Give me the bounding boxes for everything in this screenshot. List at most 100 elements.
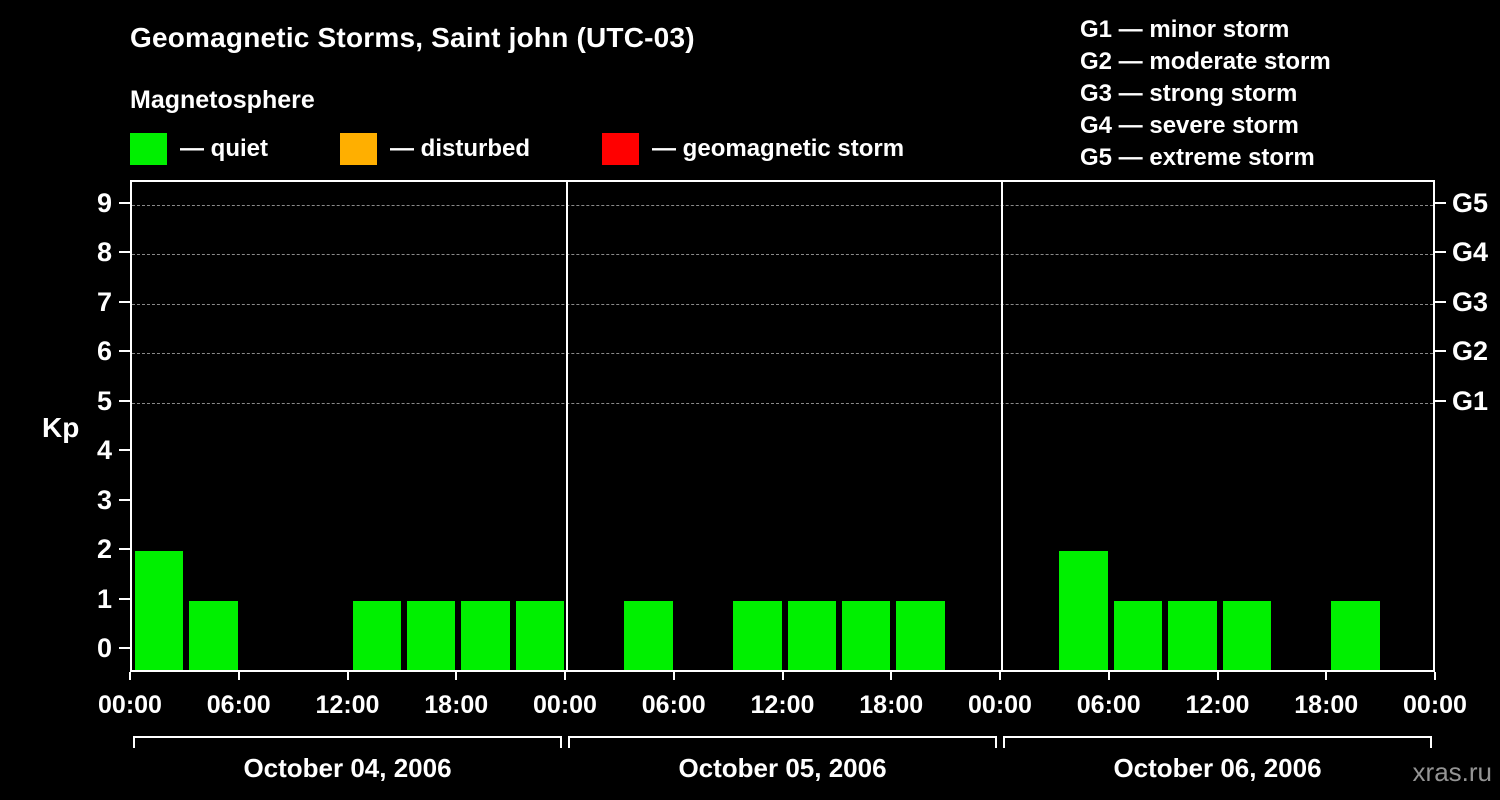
- y-tick-label: 9: [96, 188, 112, 219]
- x-tick: [890, 672, 893, 680]
- gridline: [132, 254, 1433, 256]
- kp-bar: [733, 600, 782, 670]
- kp-bar: [624, 600, 673, 670]
- disturbed-swatch: [340, 133, 377, 165]
- kp-bar: [896, 600, 945, 670]
- x-tick-label: 00:00: [533, 691, 597, 719]
- kp-bar: [1331, 600, 1380, 670]
- y-tick-label: 6: [96, 336, 112, 367]
- date-bracket-cap: [1003, 736, 1005, 748]
- y-tick: [119, 251, 130, 254]
- x-tick-label: 18:00: [1294, 691, 1359, 719]
- day-separator: [1001, 182, 1003, 670]
- x-tick: [1434, 672, 1436, 680]
- y-tick: [119, 399, 130, 402]
- g-tick: [1435, 350, 1446, 353]
- x-tick: [237, 672, 240, 680]
- gridline: [132, 353, 1433, 355]
- x-tick-label: 12:00: [750, 691, 815, 719]
- y-tick: [119, 498, 130, 501]
- y-tick-label: 7: [96, 286, 112, 317]
- date-bracket-cap: [568, 736, 570, 748]
- storm-scale-item: G1 — minor storm: [1080, 16, 1290, 43]
- x-tick: [564, 672, 566, 680]
- x-tick-label: 18:00: [424, 691, 489, 719]
- watermark: xras.ru: [1412, 757, 1492, 787]
- storm-scale-item: G3 — strong storm: [1080, 80, 1298, 107]
- y-tick-label: 8: [96, 237, 112, 268]
- kp-bar: [515, 600, 564, 670]
- y-tick-label: 3: [96, 484, 112, 515]
- g-tick-label: G3: [1452, 286, 1489, 317]
- kp-bar: [406, 600, 456, 670]
- y-tick-label: 0: [96, 633, 112, 663]
- x-tick: [781, 672, 784, 680]
- legend-label: — geomagnetic storm: [652, 135, 905, 162]
- y-tick: [119, 449, 130, 452]
- x-tick: [999, 672, 1001, 680]
- y-axis-label: Kp: [42, 412, 80, 443]
- kp-bar: [1059, 551, 1108, 670]
- quiet-swatch: [130, 133, 167, 165]
- kp-bar: [1113, 600, 1163, 670]
- legend-label: — disturbed: [390, 135, 531, 162]
- kp-bar: [135, 551, 184, 670]
- x-tick-label: 12:00: [315, 691, 380, 719]
- storm-scale-item: G2 — moderate storm: [1080, 48, 1331, 75]
- date-label: October 05, 2006: [678, 753, 887, 783]
- chart-subtitle: Magnetosphere: [130, 86, 315, 114]
- y-tick: [119, 597, 130, 600]
- x-tick-label: 06:00: [641, 691, 706, 719]
- x-tick: [1107, 672, 1110, 680]
- kp-bar: [189, 600, 238, 670]
- kp-bar: [352, 600, 401, 670]
- g-tick-label: G1: [1452, 385, 1489, 416]
- storm-scale-legend: G1 — minor storm G2 — moderate storm G3 — …: [1080, 14, 1331, 174]
- y-tick: [119, 202, 130, 205]
- kp-bar: [841, 600, 891, 670]
- g-tick: [1435, 251, 1446, 254]
- date-bracket-cap: [995, 736, 997, 748]
- page-title: Geomagnetic Storms, Saint john (UTC-03): [130, 22, 695, 53]
- gridline: [132, 402, 1433, 404]
- date-bracket: [568, 736, 997, 738]
- date-bracket-cap: [1430, 736, 1432, 748]
- x-tick: [1325, 672, 1328, 680]
- y-tick-label: 4: [96, 435, 112, 466]
- y-tick: [119, 300, 130, 303]
- storm-scale-item: G5 — extreme storm: [1080, 144, 1315, 171]
- y-tick-label: 5: [96, 385, 112, 416]
- kp-color-legend: — quiet — disturbed — geomagnetic storm: [130, 133, 904, 165]
- x-tick-label: 00:00: [968, 691, 1032, 719]
- x-tick-label: 06:00: [1076, 691, 1141, 719]
- x-tick: [129, 672, 131, 680]
- y-tick-label: 2: [96, 534, 112, 565]
- legend-item: — disturbed: [340, 133, 530, 165]
- storm-swatch: [602, 133, 640, 165]
- x-tick-label: 00:00: [1403, 691, 1467, 719]
- legend-label: — quiet: [180, 135, 268, 162]
- date-bracket: [1003, 736, 1432, 738]
- x-tick-label: 18:00: [859, 691, 924, 719]
- y-tick-label: 1: [96, 583, 112, 614]
- x-tick-label: 12:00: [1185, 691, 1250, 719]
- y-tick: [119, 350, 130, 353]
- storm-scale-item: G4 — severe storm: [1080, 112, 1299, 139]
- date-bracket-cap: [133, 736, 135, 748]
- kp-bar: [787, 600, 836, 670]
- plot-area: [130, 180, 1435, 672]
- date-bracket: [133, 736, 562, 738]
- g-tick: [1435, 399, 1446, 402]
- kp-bar: [1222, 600, 1271, 670]
- g-tick-label: G2: [1452, 336, 1489, 367]
- day-separator: [566, 182, 568, 670]
- legend-item: — quiet: [130, 133, 268, 165]
- kp-bar: [461, 600, 510, 670]
- g-tick: [1435, 202, 1446, 205]
- x-tick: [455, 672, 458, 680]
- legend-item: — geomagnetic storm: [602, 133, 904, 165]
- y-tick: [119, 647, 130, 649]
- date-label: October 04, 2006: [243, 753, 452, 783]
- g-tick-label: G5: [1452, 188, 1489, 219]
